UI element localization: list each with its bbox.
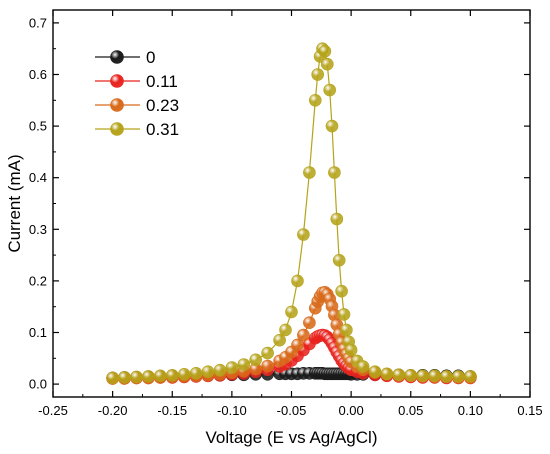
x-tick-label: 0.10 bbox=[458, 403, 483, 418]
data-point bbox=[118, 371, 131, 384]
plot-frame bbox=[52, 9, 531, 398]
legend-item-0-23: 0.23 bbox=[95, 96, 179, 115]
legend-label: 0 bbox=[146, 48, 155, 67]
legend-item-0-11: 0.11 bbox=[95, 72, 178, 91]
data-point bbox=[332, 253, 346, 267]
legend: 0 0.11 0.23 0.31 bbox=[95, 48, 179, 139]
y-tick-label: 0.0 bbox=[29, 377, 47, 392]
data-point bbox=[356, 360, 370, 373]
data-point bbox=[340, 323, 353, 337]
data-point bbox=[291, 338, 304, 352]
data-point bbox=[428, 369, 441, 383]
y-tick-label: 0.2 bbox=[29, 273, 47, 288]
data-point bbox=[261, 346, 274, 360]
x-tick-label: -0.15 bbox=[157, 403, 187, 418]
y-tick-label: 0.1 bbox=[29, 325, 47, 340]
data-point bbox=[344, 343, 358, 357]
y-tick-label: 0.6 bbox=[29, 67, 47, 82]
legend-marker bbox=[110, 98, 124, 112]
x-tick-label: 0.00 bbox=[338, 403, 363, 418]
legend-item-0-31: 0.31 bbox=[95, 120, 179, 139]
data-point bbox=[452, 370, 465, 383]
data-point bbox=[154, 369, 167, 383]
data-point bbox=[325, 119, 339, 133]
legend-item-0: 0 bbox=[95, 48, 155, 67]
data-point bbox=[368, 365, 382, 379]
data-point bbox=[297, 228, 310, 241]
series-0-31 bbox=[106, 42, 477, 385]
data-point bbox=[392, 368, 406, 382]
x-tick-label: -0.05 bbox=[277, 403, 307, 418]
y-tick-label: 0.7 bbox=[29, 15, 47, 30]
legend-label: 0.11 bbox=[146, 72, 178, 91]
x-tick-label: -0.25 bbox=[38, 403, 68, 418]
y-tick-label: 0.4 bbox=[29, 170, 47, 185]
data-point bbox=[318, 44, 332, 58]
data-point bbox=[440, 370, 453, 383]
x-tick-label: 0.15 bbox=[517, 403, 542, 418]
data-point bbox=[106, 371, 119, 385]
legend-marker bbox=[110, 50, 124, 64]
legend-label: 0.23 bbox=[146, 96, 179, 115]
data-point bbox=[285, 305, 298, 319]
y-tick-label: 0.5 bbox=[29, 119, 47, 134]
data-point bbox=[323, 83, 337, 97]
data-point bbox=[201, 365, 215, 379]
data-point bbox=[225, 361, 239, 374]
data-marks bbox=[106, 42, 477, 385]
data-point bbox=[130, 370, 143, 384]
data-point bbox=[279, 323, 292, 337]
x-tick-label: -0.10 bbox=[217, 403, 247, 418]
data-point bbox=[380, 367, 394, 381]
data-point bbox=[297, 328, 310, 342]
data-point bbox=[404, 368, 418, 382]
x-axis-title: Voltage (E vs Ag/AgCl) bbox=[206, 428, 378, 447]
x-tick-label: 0.05 bbox=[398, 403, 423, 418]
y-tick-label: 0.3 bbox=[29, 222, 47, 237]
legend-marker bbox=[110, 74, 124, 88]
data-point bbox=[303, 166, 316, 179]
axes: -0.25 -0.20 -0.15 -0.10 -0.05 0.00 0.05 0.10 0.1… bbox=[29, 10, 543, 418]
data-point bbox=[189, 366, 203, 380]
data-point bbox=[166, 368, 179, 382]
data-point bbox=[177, 367, 191, 381]
data-point bbox=[273, 333, 286, 347]
data-point bbox=[213, 363, 227, 377]
data-point bbox=[308, 94, 322, 107]
data-point bbox=[328, 166, 341, 179]
data-point bbox=[311, 68, 325, 81]
data-point bbox=[303, 316, 316, 330]
data-point bbox=[237, 358, 251, 371]
data-point bbox=[261, 359, 274, 373]
legend-label: 0.31 bbox=[146, 120, 179, 139]
data-point bbox=[337, 308, 351, 321]
data-point bbox=[416, 369, 430, 383]
data-point bbox=[464, 370, 477, 383]
legend-marker bbox=[110, 122, 124, 136]
data-point bbox=[330, 212, 344, 226]
data-point bbox=[291, 274, 304, 288]
data-point bbox=[249, 353, 262, 367]
y-axis-title: Current (mA) bbox=[5, 154, 24, 252]
data-point bbox=[335, 284, 348, 298]
x-tick-label: -0.20 bbox=[98, 403, 128, 418]
data-point bbox=[320, 57, 334, 71]
data-point bbox=[142, 370, 155, 383]
